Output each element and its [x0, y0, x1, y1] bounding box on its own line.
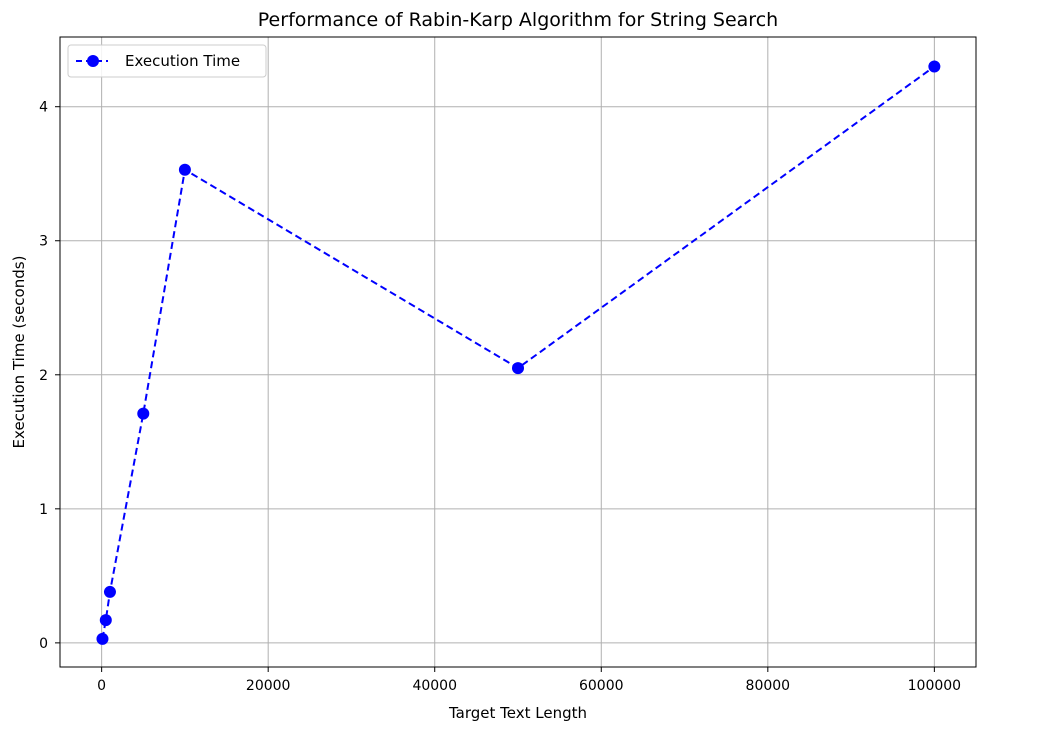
data-point — [103, 585, 116, 598]
y-tick-label: 1 — [39, 502, 48, 518]
legend: Execution Time — [67, 44, 267, 78]
data-point — [137, 407, 150, 420]
y-tick-label: 4 — [39, 100, 48, 116]
y-tick-label: 2 — [39, 368, 48, 384]
data-point — [928, 60, 941, 73]
y-tick-label: 0 — [39, 636, 48, 652]
series-line — [101, 65, 935, 640]
x-tick-label: 60000 — [579, 678, 624, 694]
data-point — [96, 632, 109, 645]
chart-title: Performance of Rabin-Karp Algorithm for … — [258, 9, 778, 31]
legend-label: Execution Time — [125, 52, 240, 70]
x-tick-label: 40000 — [412, 678, 457, 694]
x-axis-label: Target Text Length — [448, 704, 587, 722]
data-point — [178, 163, 191, 176]
x-tick-label: 0 — [97, 678, 106, 694]
legend-marker — [87, 55, 99, 67]
legend-box — [67, 44, 267, 78]
x-tick-label: 20000 — [246, 678, 291, 694]
data-point — [512, 362, 524, 375]
x-tick-label: 100000 — [908, 678, 961, 694]
series-execution-time — [96, 60, 941, 645]
axis-ticks: 0 20000 40000 60000 80000 100000 0 1 2 3 4 — [39, 100, 961, 694]
y-tick-label: 3 — [39, 234, 48, 250]
plot-area-frame — [59, 36, 977, 668]
y-axis-label: Execution Time (seconds) — [10, 256, 28, 449]
grid-lines — [60, 37, 976, 667]
x-tick-label: 80000 — [746, 678, 791, 694]
data-point — [99, 614, 112, 627]
